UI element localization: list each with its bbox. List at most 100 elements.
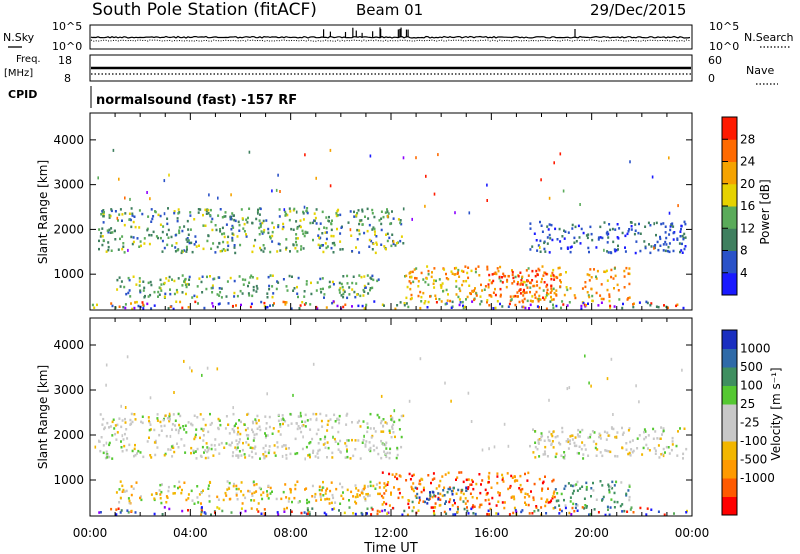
range-cell — [170, 235, 173, 239]
range-cell — [386, 422, 388, 425]
range-cell — [656, 240, 659, 244]
range-cell — [102, 444, 105, 447]
range-cell — [326, 441, 329, 444]
range-cell — [187, 239, 190, 242]
range-cell — [522, 305, 525, 309]
range-cell — [235, 439, 238, 442]
range-cell — [383, 482, 386, 485]
range-cell — [134, 511, 137, 514]
range-cell — [266, 494, 269, 498]
range-cell — [315, 432, 318, 436]
range-cell — [639, 232, 642, 235]
range-cell — [628, 451, 631, 455]
velocity-colorbar-tick-label: -100 — [740, 434, 767, 448]
range-cell — [143, 286, 146, 290]
freq-label: Freq. — [16, 54, 41, 65]
range-cell — [169, 434, 172, 438]
range-cell — [339, 213, 342, 217]
range-cell — [389, 414, 392, 418]
range-cell — [653, 447, 656, 450]
range-cell — [455, 492, 458, 495]
nave-tick-bottom: 0 — [708, 72, 715, 85]
range-cell — [156, 413, 159, 416]
range-cell — [603, 221, 606, 224]
range-cell — [567, 447, 570, 450]
range-cell — [180, 438, 183, 441]
range-cell — [550, 298, 553, 302]
range-cell — [234, 251, 237, 255]
range-cell — [529, 299, 532, 303]
range-cell — [486, 268, 489, 271]
range-cell — [204, 449, 207, 452]
range-cell — [646, 507, 649, 510]
range-cell — [402, 414, 405, 418]
range-cell — [550, 499, 553, 502]
range-cell — [437, 153, 439, 157]
range-cell — [255, 290, 258, 293]
range-cell — [666, 249, 669, 253]
range-cell — [384, 421, 387, 424]
range-cell — [668, 233, 671, 236]
range-cell — [380, 217, 383, 220]
range-cell — [277, 281, 280, 284]
range-cell — [654, 244, 657, 247]
range-cell — [466, 295, 469, 299]
range-cell — [164, 414, 167, 417]
range-cell — [467, 391, 470, 395]
range-cell — [102, 209, 105, 212]
range-cell — [271, 221, 274, 225]
range-cell — [497, 512, 500, 516]
range-cell — [250, 450, 253, 454]
range-cell — [311, 507, 314, 510]
range-cell — [358, 229, 361, 232]
range-cell — [578, 452, 580, 455]
range-cell — [288, 207, 291, 210]
range-cell — [486, 183, 488, 187]
range-cell — [265, 454, 268, 458]
range-cell — [319, 494, 322, 497]
range-cell — [630, 225, 633, 228]
range-cell — [650, 508, 653, 511]
range-cell — [355, 282, 358, 285]
range-cell — [130, 225, 133, 229]
range-cell — [173, 292, 176, 296]
range-cell — [130, 485, 133, 488]
range-cell — [480, 283, 482, 287]
range-cell — [315, 417, 318, 421]
range-cell — [337, 442, 340, 446]
range-cell — [190, 241, 193, 245]
range-cell — [439, 479, 442, 483]
range-cell — [321, 425, 324, 428]
range-cell — [579, 242, 582, 245]
range-cell — [123, 432, 126, 436]
range-cell — [624, 234, 627, 238]
range-cell — [673, 512, 675, 515]
power-colorbar-segment — [722, 183, 737, 207]
range-cell — [454, 513, 457, 516]
range-cell — [356, 421, 359, 424]
range-cell — [671, 443, 674, 446]
range-cell — [127, 276, 130, 280]
range-cell — [187, 233, 190, 236]
range-cell — [455, 478, 457, 481]
range-cell — [390, 244, 393, 248]
range-cell — [118, 213, 121, 216]
range-cell — [114, 210, 117, 213]
range-cell — [394, 475, 396, 479]
range-cell — [607, 251, 610, 254]
range-cell — [553, 161, 555, 165]
range-cell — [388, 472, 391, 476]
range-cell — [439, 492, 442, 496]
range-cell — [565, 440, 568, 443]
range-cell — [296, 250, 299, 253]
range-cell — [187, 497, 190, 500]
range-cell — [102, 451, 105, 455]
range-cell — [177, 212, 180, 215]
range-cell — [525, 283, 528, 287]
range-cell — [148, 436, 150, 439]
range-cell — [397, 496, 400, 500]
range-cell — [358, 222, 361, 226]
range-cell — [103, 211, 105, 214]
range-cell — [566, 387, 569, 391]
range-cell — [387, 481, 390, 484]
